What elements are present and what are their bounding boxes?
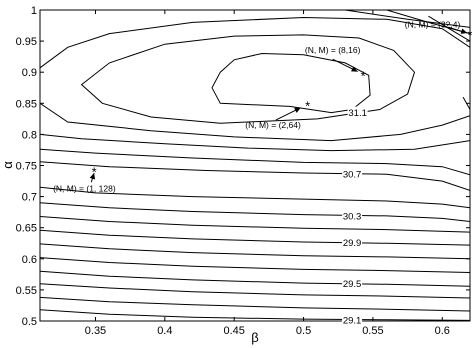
contour-label-bg — [347, 106, 368, 118]
contour-label: 29.1 — [343, 315, 362, 326]
y-tick-label: 1 — [31, 5, 37, 17]
x-tick-label: 0.4 — [157, 325, 172, 337]
y-tick-label: 0.85 — [16, 98, 37, 110]
x-tick-label: 0.35 — [85, 325, 106, 337]
contour-label: 29.5 — [343, 279, 362, 290]
y-tick-label: 0.9 — [22, 67, 37, 79]
annotation-marker: * — [92, 164, 97, 179]
annotation-marker: * — [361, 69, 366, 84]
contour-line — [40, 148, 470, 176]
contour-label: 29.9 — [343, 238, 362, 249]
contour-labels: 31.1 30.7 30.3 29.9 29.5 29.1 — [342, 106, 368, 326]
contour-line — [40, 16, 470, 69]
y-tick-label: 0.65 — [16, 223, 37, 235]
annotation-marker: * — [467, 28, 472, 43]
x-tick-label: 0.6 — [435, 325, 450, 337]
contour-line — [40, 243, 470, 260]
contour-line — [40, 216, 470, 233]
annotation-arrowhead — [89, 172, 96, 180]
annotations: (N, M) = (8,16) * (N, M) = (2,64) * (N, M) =… — [53, 19, 472, 193]
contour-line — [345, 10, 470, 28]
contour-line — [211, 52, 371, 114]
contour-label: 30.3 — [343, 211, 362, 222]
annotation-arrowhead — [351, 66, 358, 72]
y-tick-label: 0.6 — [22, 254, 37, 266]
annotation-arrowhead — [294, 107, 301, 113]
contour-line — [40, 296, 470, 312]
y-tick-label: 0.55 — [16, 285, 37, 297]
annotation-label: (N, M) = (32,4) — [405, 19, 461, 29]
contour-label-bg — [342, 209, 363, 221]
contour-label: 30.7 — [343, 170, 362, 181]
contour-line — [40, 257, 470, 273]
y-tick-label: 0.7 — [22, 192, 37, 204]
contour-line — [80, 34, 416, 124]
contour-line — [40, 283, 470, 299]
contour-line — [40, 229, 470, 246]
y-tick-label: 0.8 — [22, 129, 37, 141]
contour-line — [428, 15, 470, 42]
y-tick-label: 0.75 — [16, 161, 37, 173]
contour-line — [40, 270, 470, 287]
contour-line — [40, 133, 470, 152]
annotation-label: (N, M) = (1, 128) — [53, 184, 116, 194]
annotation-label: (N, M) = (8,16) — [305, 45, 361, 55]
y-tick-label: 0.95 — [16, 36, 37, 48]
contour-label-bg — [342, 277, 363, 289]
contour-line — [40, 309, 470, 321]
contour-line — [40, 161, 470, 191]
y-tick-label: 0.5 — [22, 316, 37, 328]
x-tick-label: 0.45 — [223, 325, 244, 337]
tick-labels: 0.35 0.4 0.45 0.5 0.55 0.6 0.5 0.55 0.6 0.65 0.7 0.… — [16, 5, 450, 337]
contour-label-bg — [342, 168, 363, 180]
contour-label: 31.1 — [348, 108, 367, 119]
x-tick-label: 0.5 — [296, 325, 311, 337]
x-axis-label: β — [251, 330, 258, 345]
annotation-label: (N, M) = (2,64) — [245, 120, 301, 130]
contour-lines — [40, 10, 470, 321]
plot-frame — [39, 9, 471, 322]
axis-ticks — [40, 9, 470, 322]
annotation-arrowhead — [460, 28, 468, 34]
y-axis-label: α — [0, 161, 15, 169]
contour-label-bg — [342, 236, 363, 248]
contour-line — [40, 102, 470, 142]
contour-label-bg — [342, 313, 363, 325]
contour-line — [40, 202, 470, 222]
contour-line — [40, 186, 470, 209]
x-tick-label: 0.55 — [362, 325, 383, 337]
annotation-marker: * — [305, 99, 310, 114]
